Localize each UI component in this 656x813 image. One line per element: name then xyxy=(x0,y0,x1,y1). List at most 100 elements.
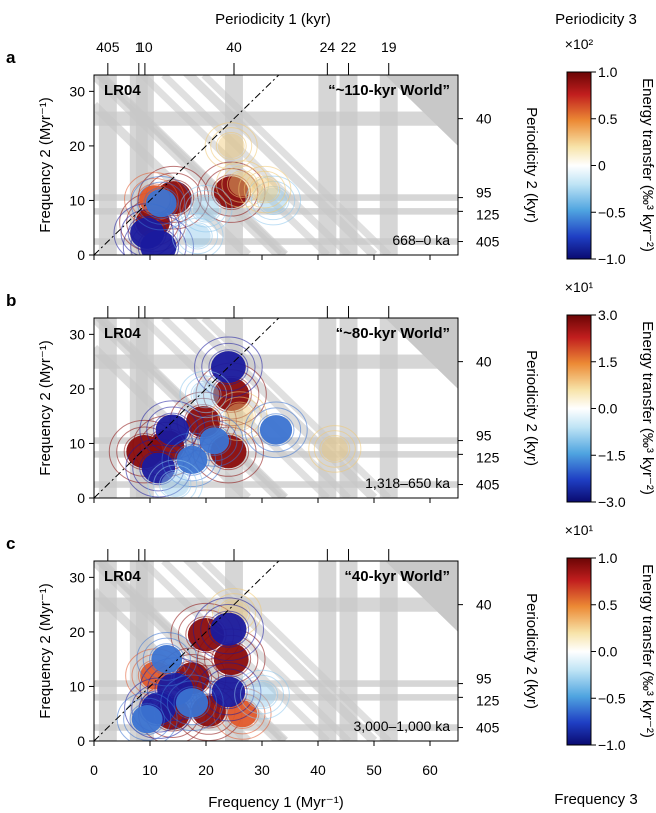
blob-core xyxy=(184,223,211,248)
blob-core xyxy=(192,196,220,221)
blob-contour xyxy=(209,674,248,710)
blob-contour xyxy=(160,674,224,732)
y-tick-label-3: 30 xyxy=(69,326,85,342)
colorbar-tick-label-2: 0.0 xyxy=(598,401,618,417)
plot-content xyxy=(94,318,458,498)
triangle-shade xyxy=(385,318,458,389)
blob-contour xyxy=(319,435,351,463)
blob-contour xyxy=(257,413,295,447)
y-axis-title-right: Periodicity 2 (kyr) xyxy=(523,107,540,223)
energy-blob-12 xyxy=(160,674,224,732)
colorbar-tick-label-0: 1.0 xyxy=(598,550,618,566)
blob-contour xyxy=(116,692,178,741)
energy-blob-10 xyxy=(179,184,233,233)
diagonal-band-extra-0 xyxy=(97,75,287,255)
y-axis-title: Frequency 2 (Myr⁻¹) xyxy=(37,583,54,718)
blob-contour xyxy=(245,680,279,710)
colorbar-scale: ×10¹ xyxy=(565,279,594,295)
colorbar xyxy=(566,71,592,260)
blob-contour xyxy=(194,336,263,398)
blob-contour xyxy=(221,165,264,203)
energy-blob-14 xyxy=(179,370,233,419)
blob-contour xyxy=(197,425,232,456)
blob-contour xyxy=(243,170,286,209)
colorbar-tick-label-3: −0.5 xyxy=(598,690,626,706)
blob-contour xyxy=(143,187,179,220)
y-axis-title-right: Periodicity 2 (kyr) xyxy=(523,593,540,709)
energy-blob-8 xyxy=(139,400,206,460)
blob-contour xyxy=(190,194,222,223)
horizontal-band-2 xyxy=(94,451,458,458)
top-tick-4: 24 xyxy=(320,39,336,55)
blob-core xyxy=(131,705,163,734)
blob-contour xyxy=(234,669,290,720)
colorbar-label: Energy transfer (‰³ kyr⁻²) xyxy=(639,564,656,738)
blob-contour xyxy=(215,132,247,160)
blob-contour xyxy=(207,610,250,648)
blob-contour xyxy=(217,396,262,436)
top-tick-5: 22 xyxy=(341,39,357,55)
panel-b: b 0 10 20 30 40 95 125 405 LR04 “~80-kyr World” 1,3… xyxy=(6,279,656,510)
blob-contour xyxy=(239,674,285,715)
blob-contour xyxy=(179,370,233,419)
colorbar-tick-label-1: 0.5 xyxy=(598,597,618,613)
blob-core xyxy=(210,612,247,646)
horizontal-band-1 xyxy=(94,194,458,201)
bottom-tick-1: 10 xyxy=(142,762,158,778)
colorbar-tick-label-4: −3.0 xyxy=(598,494,626,510)
blob-contour xyxy=(123,697,172,741)
y-tick-label-0: 0 xyxy=(77,247,85,263)
blob-contour xyxy=(200,604,257,655)
energy-blob-11 xyxy=(171,212,224,255)
energy-blob-12 xyxy=(238,165,292,214)
blob-contour xyxy=(153,412,192,448)
right-tick-label-3: 405 xyxy=(476,234,500,250)
blob-contour xyxy=(184,375,228,414)
energy-blob-8 xyxy=(130,175,192,231)
blob-contour xyxy=(171,212,224,255)
y-tick-label-3: 30 xyxy=(69,569,85,585)
diagonal-band-extra-3 xyxy=(201,75,392,255)
diagonal-reference-line xyxy=(94,561,280,741)
blob-core xyxy=(175,688,209,718)
panel-letter: b xyxy=(6,291,16,310)
y-tick-label-2: 20 xyxy=(69,381,85,397)
top-tick-2: 10 xyxy=(137,39,153,55)
colorbar-scale: ×10¹ xyxy=(565,522,594,538)
bottom-tick-5: 50 xyxy=(366,762,382,778)
top-axis-label: Periodicity 1 (kyr) xyxy=(215,11,331,28)
vertical-band-6 xyxy=(379,75,398,255)
regime-label: “~110-kyr World” xyxy=(328,82,450,99)
diagonal-band-extra-2 xyxy=(161,75,351,255)
right-tick-label-0: 40 xyxy=(476,597,492,613)
blob-core xyxy=(176,445,208,474)
plot-frame xyxy=(93,317,459,499)
y-tick-label-3: 30 xyxy=(69,83,85,99)
blob-contour xyxy=(250,407,302,453)
blob-core xyxy=(213,176,249,209)
colorbar-label: Energy transfer (‰³ kyr⁻²) xyxy=(639,78,656,252)
blob-contour xyxy=(127,215,167,251)
colorbar-tick-label-3: −1.5 xyxy=(598,447,626,463)
dataset-label: LR04 xyxy=(104,82,141,99)
blob-core xyxy=(259,415,293,445)
energy-blob-5 xyxy=(204,122,258,170)
y-tick-label-1: 10 xyxy=(69,192,85,208)
blob-contour xyxy=(153,464,198,498)
bottom-tick-0: 0 xyxy=(90,762,98,778)
top-tick-labels: 405 110 40 24 22 19 xyxy=(96,39,397,55)
colorbar-tick-label-4: −1.0 xyxy=(598,737,626,753)
energy-blob-9 xyxy=(244,401,308,459)
blob-contour xyxy=(256,185,290,216)
blob-contour xyxy=(184,189,228,228)
colorbar-tick-label-1: 0.5 xyxy=(598,111,618,127)
colorbar-tick-label-1: 1.5 xyxy=(598,354,618,370)
colorbar-tick-label-2: 0 xyxy=(598,158,606,174)
blob-contour xyxy=(136,631,198,687)
blob-contour xyxy=(146,406,199,454)
vertical-band-6 xyxy=(379,318,398,498)
regime-label: “~80-kyr World” xyxy=(336,325,450,342)
triangle-shade xyxy=(385,561,458,632)
